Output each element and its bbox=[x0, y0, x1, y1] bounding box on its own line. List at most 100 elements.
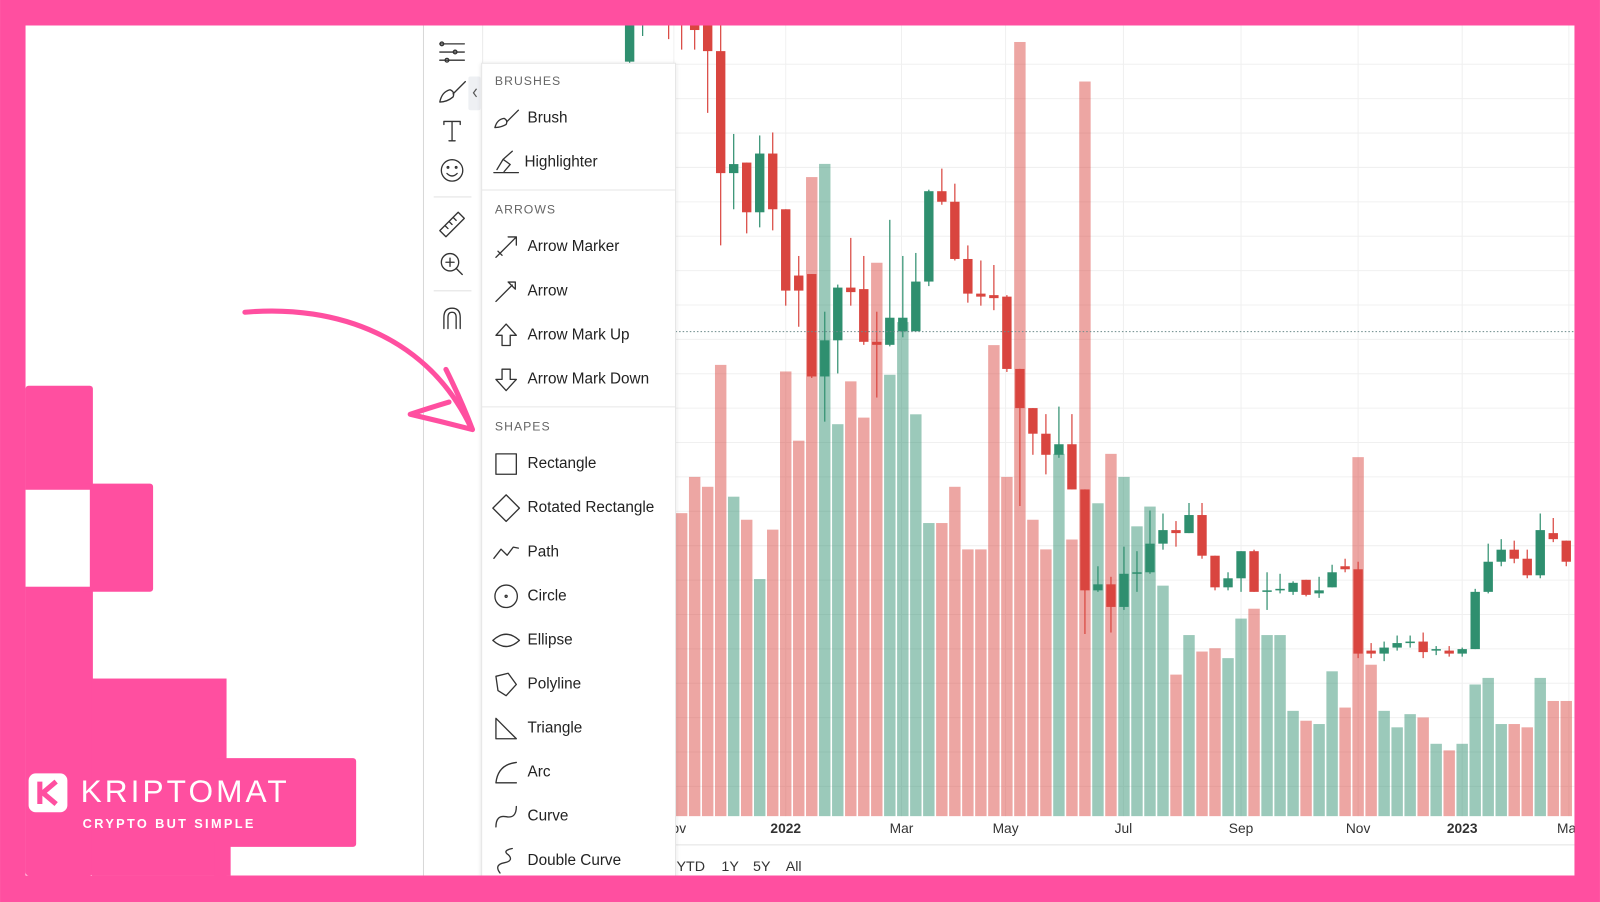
decor-cutout bbox=[25, 489, 90, 587]
volume-bar bbox=[1404, 714, 1416, 817]
range-button[interactable]: 5Y bbox=[753, 859, 771, 875]
volume-bar bbox=[1001, 476, 1013, 817]
volume-bar bbox=[988, 345, 1000, 817]
tool-text[interactable] bbox=[443, 120, 461, 142]
volume-bar bbox=[740, 519, 753, 817]
menu-item[interactable]: Triangle bbox=[528, 720, 583, 737]
volume-bar bbox=[1170, 674, 1182, 817]
candle-body bbox=[872, 341, 882, 345]
x-tick-label: Sep bbox=[1229, 821, 1254, 836]
volume-bar bbox=[675, 513, 688, 817]
menu-item[interactable]: Rotated Rectangle bbox=[528, 499, 655, 516]
tool-emoji[interactable] bbox=[440, 159, 464, 182]
candle-body bbox=[950, 201, 960, 259]
menu-item[interactable]: Arc bbox=[528, 764, 551, 781]
volume-bar bbox=[1261, 635, 1273, 817]
x-tick-label: May bbox=[993, 821, 1019, 836]
candle-body bbox=[1002, 296, 1012, 369]
volume-bar bbox=[897, 322, 909, 817]
volume-bar bbox=[871, 262, 883, 817]
volume-bar bbox=[1157, 585, 1169, 817]
menu-item[interactable]: Double Curve bbox=[528, 852, 622, 869]
candle-body bbox=[963, 258, 973, 294]
candle-body bbox=[1106, 584, 1116, 607]
menu-item[interactable]: Brush bbox=[528, 109, 568, 126]
candle-body bbox=[1353, 569, 1363, 654]
candle-body bbox=[1249, 551, 1259, 592]
candle-body bbox=[1366, 650, 1376, 654]
menu-icon bbox=[492, 494, 521, 523]
menu-item[interactable]: Path bbox=[528, 543, 559, 560]
volume-bar bbox=[832, 424, 844, 817]
volume-bar bbox=[1235, 618, 1247, 817]
candle-body bbox=[1158, 530, 1168, 544]
menu-item[interactable]: Circle bbox=[528, 587, 567, 604]
collapse-chevron bbox=[472, 88, 478, 98]
volume-bar bbox=[1469, 684, 1481, 817]
candle-body bbox=[1145, 543, 1155, 573]
tool-lines[interactable] bbox=[439, 41, 465, 63]
range-button[interactable]: YTD bbox=[677, 859, 706, 875]
tool-zoom[interactable] bbox=[440, 252, 463, 276]
candle-body bbox=[768, 153, 778, 210]
volume-bar bbox=[1430, 743, 1442, 817]
volume-bar bbox=[1495, 724, 1507, 817]
volume-bar bbox=[923, 523, 935, 817]
candle-body bbox=[1548, 533, 1558, 540]
volume-bar bbox=[975, 549, 987, 817]
candle-body bbox=[1015, 368, 1025, 409]
candle-body bbox=[820, 340, 830, 377]
candle-body bbox=[624, 25, 635, 62]
menu-item[interactable]: Curve bbox=[528, 808, 569, 825]
menu-item[interactable]: Polyline bbox=[528, 676, 582, 693]
candle-body bbox=[1405, 641, 1415, 644]
volume-bar bbox=[1287, 710, 1299, 817]
menu-icon bbox=[495, 453, 518, 475]
volume-bar bbox=[1040, 549, 1052, 817]
range-button[interactable]: All bbox=[786, 859, 802, 875]
candle-body bbox=[1067, 444, 1077, 490]
toolbar bbox=[433, 41, 481, 330]
menu-section-title: BRUSHES bbox=[495, 74, 561, 88]
candle-body bbox=[702, 25, 713, 52]
menu-item[interactable]: Highlighter bbox=[525, 153, 598, 170]
menu-icon bbox=[495, 281, 516, 303]
menu-item[interactable]: Ellipse bbox=[528, 631, 573, 648]
volume-bar bbox=[1534, 677, 1546, 817]
candle-body bbox=[1496, 549, 1506, 562]
volume-bar bbox=[1443, 750, 1455, 817]
menu-item[interactable]: Arrow Mark Down bbox=[528, 370, 650, 387]
volume-bar bbox=[1079, 81, 1091, 817]
volume-bar bbox=[1274, 635, 1286, 817]
logo-name: KRIPTOMAT bbox=[81, 773, 290, 809]
tool-brush[interactable] bbox=[439, 80, 466, 103]
volume-bar bbox=[1313, 724, 1325, 817]
drawing-menu bbox=[481, 62, 677, 891]
menu-item[interactable]: Rectangle bbox=[528, 455, 597, 472]
menu-item[interactable]: Arrow bbox=[528, 282, 569, 299]
volume-bar bbox=[806, 177, 818, 817]
volume-bar bbox=[949, 486, 961, 817]
menu-item[interactable]: Arrow Mark Up bbox=[528, 326, 630, 343]
volume-bar bbox=[727, 496, 740, 817]
candle-body bbox=[1457, 649, 1467, 654]
x-tick-label: Jul bbox=[1115, 821, 1133, 836]
candle-body bbox=[1028, 408, 1038, 434]
menu-icon bbox=[494, 584, 519, 609]
candle-body bbox=[859, 289, 869, 342]
tool-magnet[interactable] bbox=[443, 307, 461, 330]
volume-bar bbox=[962, 549, 974, 817]
candle-body bbox=[1340, 566, 1350, 570]
volume-bar bbox=[701, 486, 714, 817]
menu-section-title: ARROWS bbox=[495, 203, 556, 217]
pointer-arrow bbox=[242, 308, 476, 433]
candle-body bbox=[781, 209, 791, 291]
range-button[interactable]: 1Y bbox=[721, 859, 739, 875]
menu-item[interactable]: Arrow Marker bbox=[528, 238, 620, 255]
menu-icon bbox=[495, 236, 518, 258]
volume-bar bbox=[1482, 677, 1494, 817]
volume-bar bbox=[884, 374, 896, 817]
volume-bar bbox=[1248, 608, 1260, 817]
tool-ruler[interactable] bbox=[439, 211, 465, 238]
